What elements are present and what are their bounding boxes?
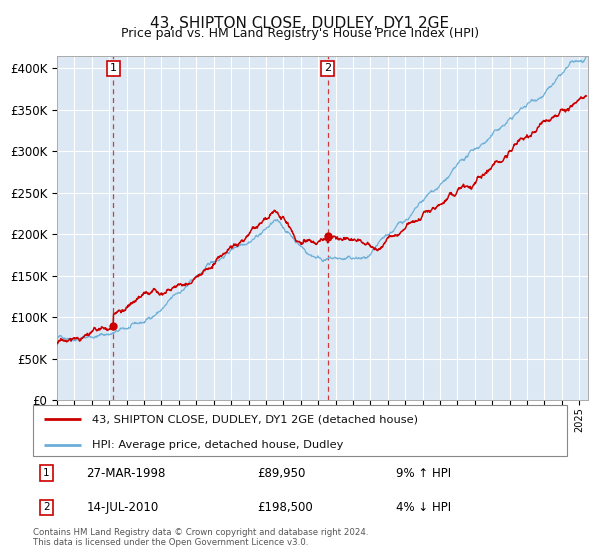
Text: 2: 2	[324, 63, 331, 73]
Text: 1: 1	[110, 63, 117, 73]
Text: 4% ↓ HPI: 4% ↓ HPI	[396, 501, 451, 514]
Text: 1: 1	[43, 468, 50, 478]
Text: 27-MAR-1998: 27-MAR-1998	[86, 467, 166, 480]
Text: 9% ↑ HPI: 9% ↑ HPI	[396, 467, 451, 480]
Text: Contains HM Land Registry data © Crown copyright and database right 2024.
This d: Contains HM Land Registry data © Crown c…	[33, 528, 368, 547]
Text: 14-JUL-2010: 14-JUL-2010	[86, 501, 158, 514]
Text: 43, SHIPTON CLOSE, DUDLEY, DY1 2GE (detached house): 43, SHIPTON CLOSE, DUDLEY, DY1 2GE (deta…	[92, 414, 418, 424]
FancyBboxPatch shape	[33, 405, 567, 456]
Text: £89,950: £89,950	[257, 467, 305, 480]
Text: 43, SHIPTON CLOSE, DUDLEY, DY1 2GE: 43, SHIPTON CLOSE, DUDLEY, DY1 2GE	[151, 16, 449, 31]
Text: £198,500: £198,500	[257, 501, 313, 514]
Text: 2: 2	[43, 502, 50, 512]
Text: HPI: Average price, detached house, Dudley: HPI: Average price, detached house, Dudl…	[92, 440, 343, 450]
Text: Price paid vs. HM Land Registry's House Price Index (HPI): Price paid vs. HM Land Registry's House …	[121, 27, 479, 40]
